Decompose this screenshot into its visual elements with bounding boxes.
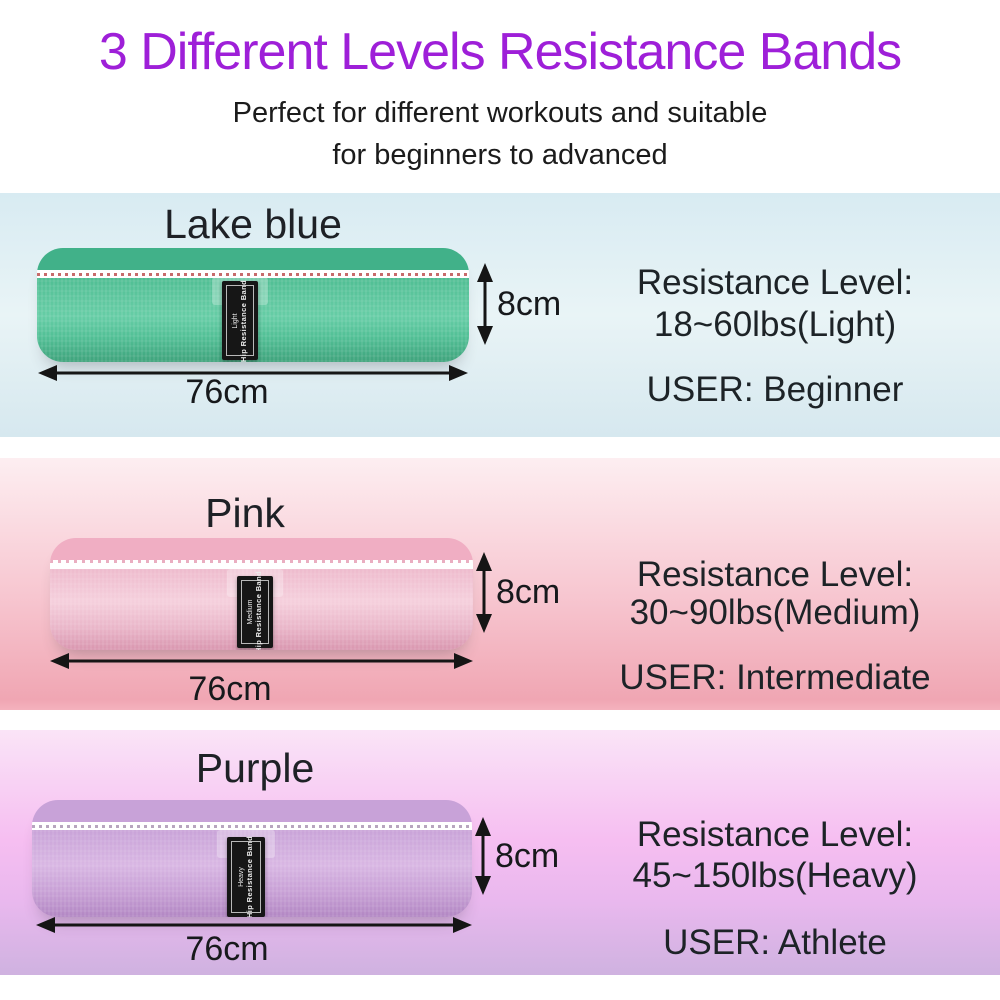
- section-purple: Purple Heavy Hip Resistance Band 8cm 76c…: [0, 730, 1000, 975]
- resistance-band-photo-pink: Medium Hip Resistance Band: [50, 538, 473, 650]
- length-label: 76cm: [185, 930, 269, 968]
- tag-brand-label: Hip Resistance Band: [244, 835, 254, 917]
- length-arrow: [38, 365, 468, 381]
- tag-brand-label: Hip Resistance Band: [253, 570, 263, 650]
- band-tag: Heavy Hip Resistance Band: [227, 835, 265, 917]
- width-arrow: [475, 817, 491, 895]
- subtitle-line-2: for beginners to advanced: [332, 139, 668, 171]
- resistance-level-value: 45~150lbs(Heavy): [632, 856, 918, 895]
- band-color-title: Purple: [195, 745, 315, 791]
- resistance-band-photo-green: Light Hip Resistance Band: [37, 248, 469, 362]
- band-top-rim: [37, 248, 469, 270]
- band-color-title: Pink: [205, 490, 285, 536]
- band-tag-text: Medium Hip Resistance Band: [238, 570, 272, 650]
- band-top-rim: [32, 800, 472, 822]
- band-tag-text: Heavy Hip Resistance Band: [229, 835, 263, 917]
- width-arrow: [476, 552, 492, 633]
- length-arrow: [50, 653, 473, 669]
- subtitle-line-1: Perfect for different workouts and suita…: [232, 97, 768, 129]
- band-tag: Medium Hip Resistance Band: [237, 570, 273, 650]
- user-level-label: USER: Intermediate: [619, 658, 931, 697]
- width-label: 8cm: [496, 573, 561, 611]
- width-label: 8cm: [495, 837, 560, 875]
- subtitle: Perfect for different workouts and suita…: [0, 92, 1000, 176]
- band-tag: Light Hip Resistance Band: [222, 279, 258, 362]
- user-level-label: USER: Athlete: [663, 923, 887, 962]
- length-label: 76cm: [185, 373, 269, 411]
- band-white-stripe: [50, 560, 473, 569]
- width-arrow: [477, 263, 493, 345]
- section-pink: Pink Medium Hip Resistance Band 8cm 76cm…: [0, 458, 1000, 710]
- band-white-stripe: [32, 822, 472, 830]
- band-tag-text: Light Hip Resistance Band: [223, 279, 257, 361]
- resistance-level-label: Resistance Level:: [636, 263, 914, 302]
- band-top-rim: [50, 538, 473, 560]
- width-label: 8cm: [497, 285, 562, 323]
- resistance-level-value: 18~60lbs(Light): [653, 305, 897, 344]
- band-white-stripe: [37, 270, 469, 278]
- resistance-level-value: 30~90lbs(Medium): [629, 593, 921, 632]
- length-label: 76cm: [188, 670, 272, 708]
- user-level-label: USER: Beginner: [646, 370, 904, 409]
- tag-brand-label: Hip Resistance Band: [238, 279, 248, 362]
- page-title: 3 Different Levels Resistance Bands: [98, 23, 902, 81]
- resistance-band-photo-purple: Heavy Hip Resistance Band: [32, 800, 472, 917]
- section-lake-blue: Lake blue Light Hip Resistance Band 8cm …: [0, 193, 1000, 437]
- resistance-level-label: Resistance Level:: [636, 815, 914, 854]
- band-color-title: Lake blue: [164, 201, 342, 247]
- resistance-level-label: Resistance Level:: [636, 555, 914, 594]
- length-arrow: [36, 917, 472, 933]
